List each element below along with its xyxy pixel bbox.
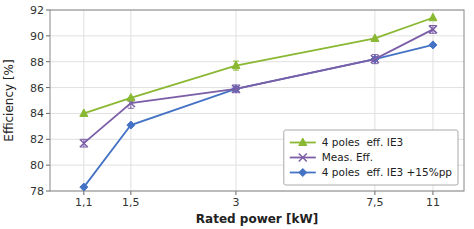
tick: [130, 191, 131, 195]
tick: [432, 191, 433, 195]
plot-frame: [50, 10, 464, 191]
marker: [429, 25, 437, 33]
marker: [232, 85, 240, 93]
marker: [371, 34, 379, 42]
legend-marker: [299, 154, 307, 162]
error-bar: [372, 55, 378, 64]
tick-label: 88: [30, 56, 44, 69]
marker: [127, 121, 135, 129]
tick: [46, 61, 50, 62]
marker: [80, 139, 88, 147]
legend-label: Meas. Eff.: [322, 151, 373, 163]
grid-line: [235, 10, 236, 191]
tick: [46, 35, 50, 36]
tick-label: 1,1: [75, 196, 93, 209]
tick: [46, 165, 50, 166]
series: [80, 13, 437, 116]
tick: [374, 191, 375, 195]
tick: [46, 10, 50, 11]
tick-label: 84: [30, 107, 44, 120]
error-bar: [233, 85, 239, 93]
tick-label: 7,5: [366, 196, 384, 209]
tick: [46, 191, 50, 192]
error-bar: [81, 139, 87, 147]
tick: [83, 191, 84, 195]
grid-line: [50, 87, 464, 88]
marker: [429, 41, 437, 49]
tick-label: 92: [30, 4, 44, 17]
x-axis-label: Rated power [kW]: [196, 212, 318, 226]
tick: [235, 191, 236, 195]
tick: [46, 139, 50, 140]
line: [84, 18, 433, 114]
y-axis-label: Efficiency [%]: [2, 59, 16, 141]
tick: [46, 113, 50, 114]
grid-line: [83, 10, 84, 191]
legend-marker: [299, 169, 307, 177]
tick-label: 3: [232, 196, 239, 209]
tick-label: 1,5: [122, 196, 140, 209]
legend-label: 4 poles eff. IE3 +15%pp: [322, 166, 453, 178]
tick-label: 80: [30, 159, 44, 172]
tick-label: 86: [30, 82, 44, 95]
legend-frame: [284, 130, 458, 185]
chart: 78 80 82 84 86 88 90 92 1,1 1,5 3 7,5 11 Rated power …: [0, 0, 474, 229]
legend-label: 4 poles eff. IE3: [322, 136, 403, 148]
marker: [80, 183, 88, 191]
tick-label: 82: [30, 133, 44, 146]
marker: [429, 13, 437, 21]
marker: [371, 55, 379, 63]
error-bar: [430, 26, 436, 34]
tick-label: 11: [426, 196, 440, 209]
background: [0, 0, 474, 229]
series: [80, 25, 437, 147]
grid-line: [50, 113, 464, 114]
tick: [46, 87, 50, 88]
grid-line: [50, 35, 464, 36]
marker: [127, 93, 135, 101]
tick-label: 78: [30, 185, 44, 198]
grid: [50, 10, 464, 191]
tick-label: 90: [30, 30, 44, 43]
legend: 4 poles eff. IE3 Meas. Eff. 4 poles eff. I…: [284, 130, 458, 185]
line: [84, 29, 433, 143]
error-bar: [233, 61, 239, 70]
marker: [80, 109, 88, 117]
marker: [232, 61, 240, 69]
legend-marker: [299, 138, 307, 146]
